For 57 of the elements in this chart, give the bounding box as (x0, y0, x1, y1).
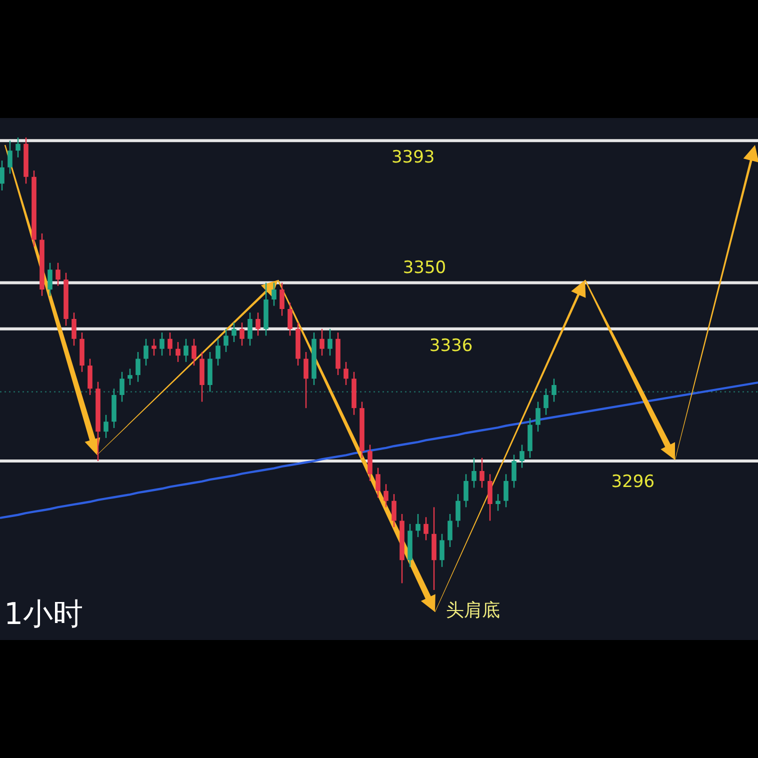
candlestick (280, 282, 284, 316)
candlestick (224, 328, 228, 353)
candlestick (232, 322, 236, 343)
candlestick (424, 516, 428, 541)
candlestick (216, 338, 220, 366)
candlestick (152, 338, 156, 356)
candlestick (240, 322, 244, 346)
candlestick (344, 361, 348, 386)
candlestick (0, 160, 4, 192)
candlestick (176, 341, 180, 363)
annotation: 3336 (429, 336, 473, 356)
candlestick (552, 378, 556, 402)
candlestick (56, 262, 60, 287)
candlestick (120, 371, 124, 402)
candlestick (504, 474, 508, 508)
candlestick (328, 328, 332, 356)
candlestick (184, 338, 188, 363)
candlestick (480, 457, 484, 488)
text: 3296 (611, 472, 655, 492)
candlestick (256, 312, 260, 336)
text: 头肩底 (446, 600, 500, 621)
text: 1小时 (4, 597, 84, 632)
candlestick (440, 533, 444, 568)
candlestick (104, 414, 108, 439)
annotation: 3350 (402, 258, 446, 278)
candlestick (144, 338, 148, 366)
candlestick (8, 140, 12, 174)
candlestick (368, 444, 372, 482)
candlestick (160, 332, 164, 356)
candlestick (136, 351, 140, 382)
candlestick (520, 444, 524, 468)
candlestick (392, 493, 396, 528)
candlestick (472, 457, 476, 488)
candlestick (168, 332, 172, 356)
candlestick (288, 302, 292, 336)
candlestick (464, 474, 468, 508)
candlestick (128, 368, 132, 386)
candlestick (88, 358, 92, 396)
candlestick (456, 493, 460, 528)
annotation: 3393 (391, 148, 435, 168)
candlestick (488, 474, 492, 522)
candlestick (304, 351, 308, 409)
candlestick (536, 401, 540, 432)
candlestick (16, 136, 20, 158)
candlestick (448, 513, 452, 548)
candlestick (248, 312, 252, 346)
candlestick (192, 338, 196, 366)
candlestick (384, 484, 388, 508)
candlestick (72, 312, 76, 346)
candlestick (272, 282, 276, 306)
candlestick (512, 454, 516, 488)
candlestick (376, 467, 380, 498)
candlestick (416, 513, 420, 538)
candlestick (544, 388, 548, 416)
candlestick (496, 493, 500, 512)
candlestick (320, 328, 324, 356)
candlestick (48, 262, 52, 296)
